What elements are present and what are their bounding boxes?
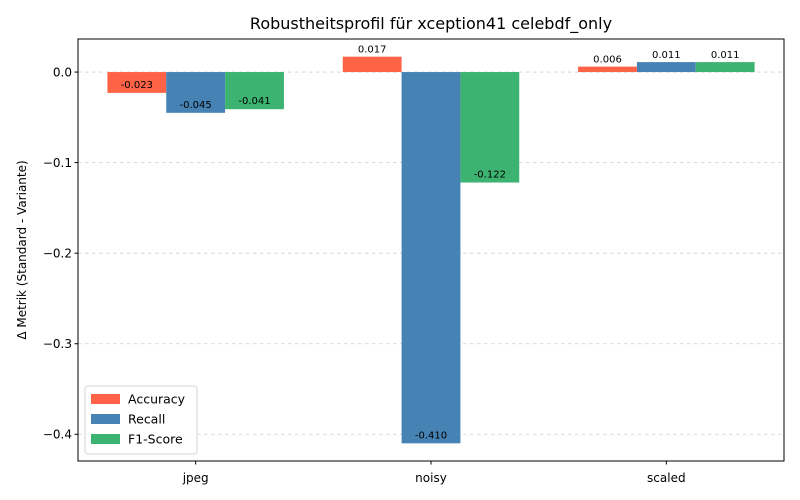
- bar-recall-noisy: [401, 72, 461, 444]
- x-tick-label: jpeg: [182, 471, 209, 485]
- y-tick-label: −0.1: [43, 156, 72, 170]
- legend-label: F1-Score: [128, 432, 183, 447]
- data-labels: -0.023 0.017 0.006 -0.045 -0.410 0.011 -0.041 -…: [121, 45, 740, 442]
- y-tick-label: −0.4: [43, 428, 72, 442]
- data-label: -0.041: [238, 96, 270, 107]
- chart-title: Robustheitsprofil für xception41 celebdf…: [250, 14, 612, 34]
- legend-swatch: [91, 414, 120, 424]
- bar-recall-jpeg: [166, 72, 226, 113]
- plot-frame: [77, 38, 785, 462]
- data-label: 0.017: [358, 45, 387, 56]
- legend: Accuracy Recall F1-Score: [84, 385, 198, 455]
- legend-swatch: [91, 394, 120, 404]
- x-tick-label: scaled: [647, 471, 686, 485]
- bar-f1-score-noisy: [460, 72, 520, 183]
- data-label: 0.011: [652, 50, 681, 61]
- bar-accuracy-scaled: [578, 66, 637, 73]
- data-label: -0.023: [121, 80, 153, 91]
- data-label: -0.410: [415, 430, 447, 441]
- y-tick-label: −0.2: [43, 246, 72, 260]
- data-label: -0.122: [474, 170, 506, 181]
- bar-accuracy-jpeg: [107, 72, 167, 93]
- legend-swatch: [91, 434, 120, 444]
- bar-recall-scaled: [636, 62, 696, 73]
- data-label: -0.045: [180, 100, 212, 111]
- bar-f1-score-jpeg: [225, 72, 284, 110]
- bar-accuracy-noisy: [342, 56, 402, 73]
- legend-label: Recall: [128, 412, 165, 427]
- x-tick-label: noisy: [415, 471, 447, 485]
- y-tick-label: −0.3: [43, 337, 72, 351]
- bars: [107, 56, 755, 444]
- axes: 0.0 −0.1 −0.2 −0.3 −0.4 jpeg noisy scaled: [43, 38, 785, 485]
- data-label: 0.011: [711, 50, 740, 61]
- data-label: 0.006: [593, 55, 622, 66]
- legend-label: Accuracy: [128, 392, 186, 407]
- y-axis-label: Δ Metrik (Standard - Variante): [15, 160, 29, 339]
- bar-f1-score-scaled: [695, 62, 755, 73]
- y-tick-label: 0.0: [53, 65, 72, 79]
